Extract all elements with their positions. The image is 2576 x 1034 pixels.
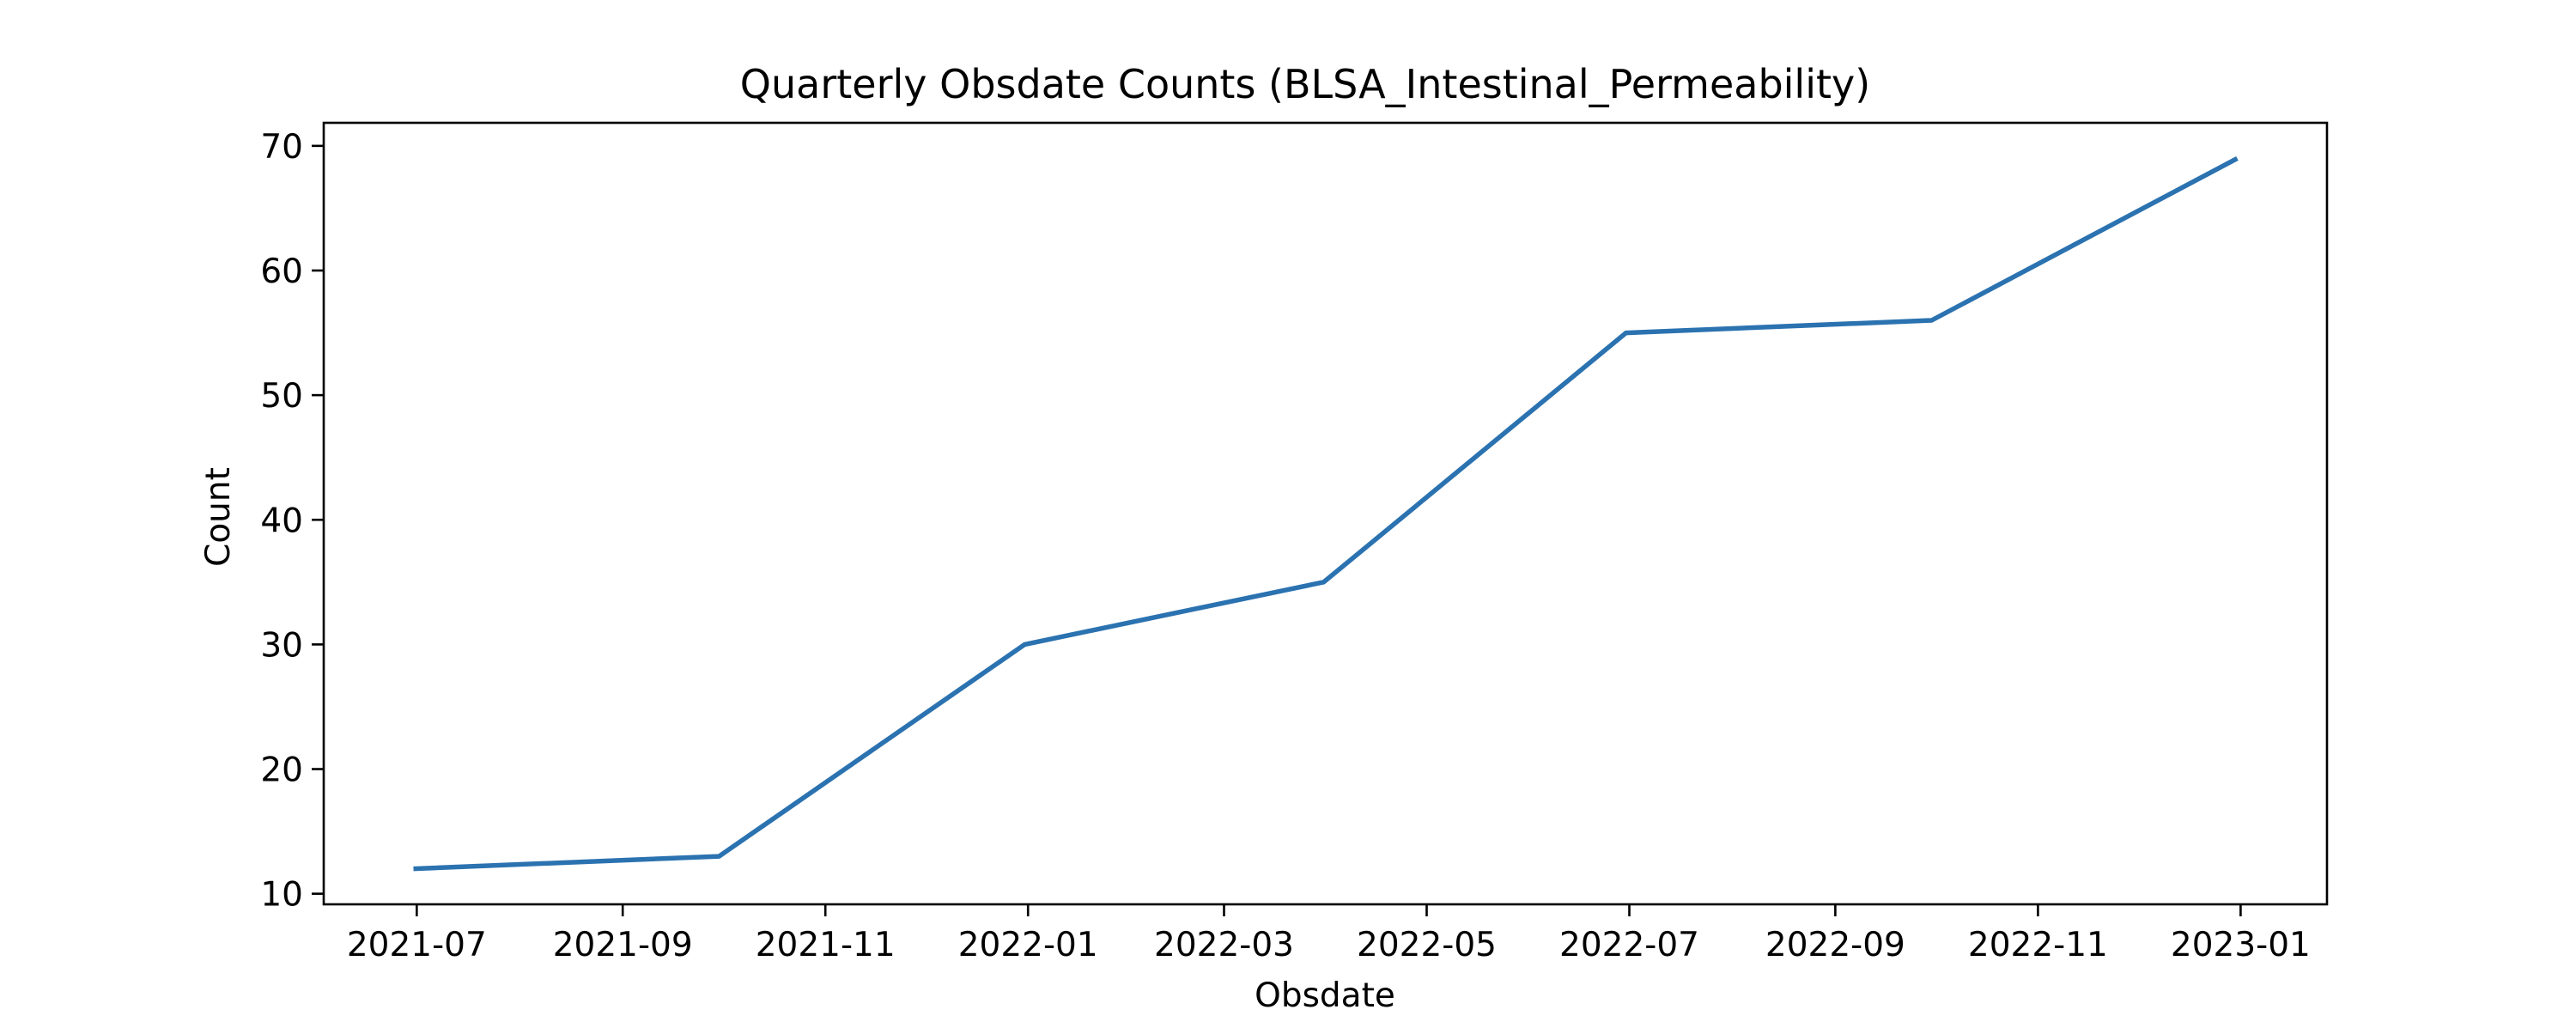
plot-area — [322, 121, 2329, 906]
y-axis-label: Count — [199, 467, 238, 567]
x-axis-label: Obsdate — [1255, 976, 1395, 1015]
x-axis: 2021-07 2021-09 2021-11 2022-01 2022-03 2022-… — [347, 904, 2311, 964]
y-tick-label: 40 — [260, 502, 303, 540]
x-tick-label: 2023-01 — [2171, 926, 2311, 964]
x-tick-label: 2021-09 — [553, 926, 693, 964]
y-tick-label: 50 — [260, 377, 303, 416]
x-tick-label: 2022-03 — [1154, 926, 1294, 964]
y-tick-label: 60 — [260, 252, 303, 291]
y-tick-label: 70 — [260, 128, 303, 167]
x-tick-label: 2022-07 — [1559, 926, 1699, 964]
x-tick-label: 2022-09 — [1765, 926, 1905, 964]
plot-frame — [322, 121, 2329, 906]
x-tick-label: 2022-11 — [1968, 926, 2108, 964]
x-tick-label: 2021-07 — [347, 926, 487, 964]
y-axis: 10 20 30 40 50 60 70 — [260, 128, 324, 915]
y-tick-label: 10 — [260, 876, 303, 915]
y-tick-label: 30 — [260, 626, 303, 665]
x-tick-label: 2021-11 — [756, 926, 896, 964]
x-tick-label: 2022-05 — [1357, 926, 1497, 964]
series-line — [413, 155, 2239, 872]
chart-title: Quarterly Obsdate Counts (BLSA_Intestina… — [740, 61, 1870, 107]
y-tick-label: 20 — [260, 751, 303, 790]
x-tick-label: 2022-01 — [958, 926, 1098, 964]
